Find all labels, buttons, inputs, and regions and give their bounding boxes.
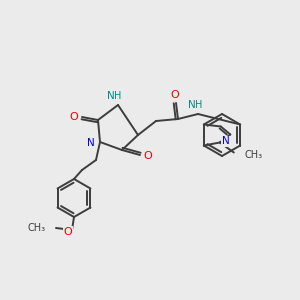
Text: H: H [114,91,122,101]
Text: H: H [195,100,203,110]
Text: O: O [64,227,72,237]
Text: N: N [188,100,196,110]
Text: O: O [70,112,78,122]
Text: O: O [144,151,152,161]
Text: CH₃: CH₃ [28,223,46,233]
Text: N: N [87,138,95,148]
Text: N: N [107,91,115,101]
Text: N: N [222,136,230,146]
Text: CH₃: CH₃ [245,149,263,160]
Text: O: O [171,90,179,100]
